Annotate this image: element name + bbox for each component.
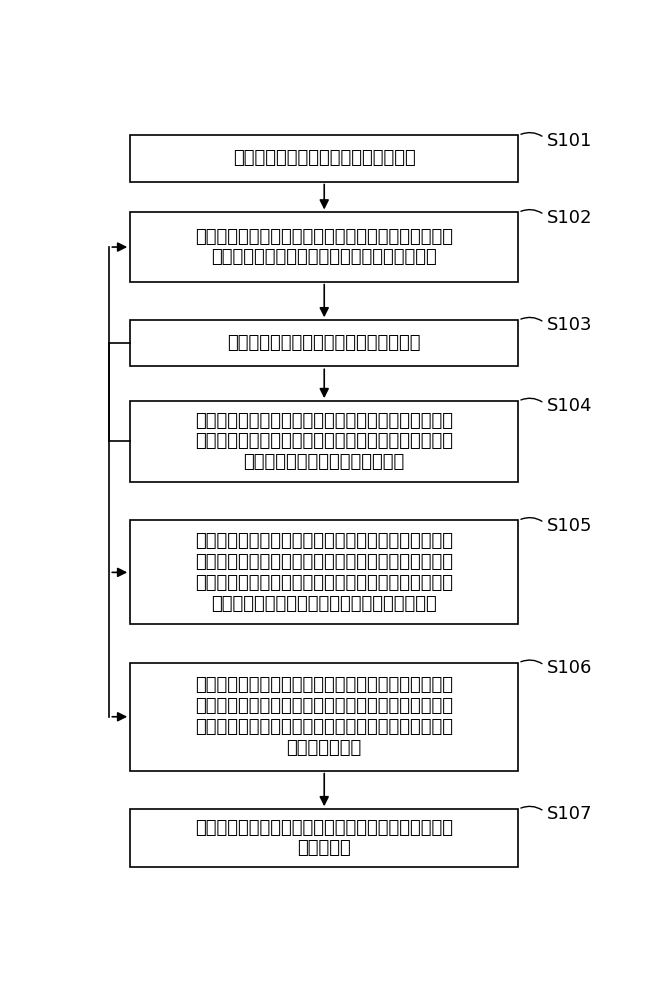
Text: S102: S102 [547,209,593,227]
Text: 确定与所述用户具有最小关联度的第一客户数目: 确定与所述用户具有最小关联度的第一客户数目 [211,248,437,266]
Text: 对当前获取得到的各项所述客户数据进行分析处理，以: 对当前获取得到的各项所述客户数据进行分析处理，以 [195,228,453,246]
Text: 若所述第一客户数目超过所述最大客户数目，且所述最: 若所述第一客户数目超过所述最大客户数目，且所述最 [195,412,453,430]
Text: 关联度的各个客户的所述客户数据: 关联度的各个客户的所述客户数据 [244,453,405,471]
Text: S101: S101 [547,132,593,150]
Text: S106: S106 [547,659,593,677]
Text: 节点来表示与所述用户具有关联关系的一个客户: 节点来表示与所述用户具有关联关系的一个客户 [211,595,437,613]
Text: 网络关系图: 网络关系图 [297,839,351,857]
FancyBboxPatch shape [130,520,518,624]
Text: S107: S107 [547,805,593,823]
Text: 获取所述最小关联度对应的最大客户数目: 获取所述最小关联度对应的最大客户数目 [228,334,421,352]
FancyBboxPatch shape [130,212,518,282]
FancyBboxPatch shape [130,320,518,366]
FancyBboxPatch shape [130,135,518,182]
Text: 小关联度小于预设值，则删除与所述用户具有所述最小: 小关联度小于预设值，则删除与所述用户具有所述最小 [195,432,453,450]
Text: S103: S103 [547,316,593,334]
Text: 数据中，选取不超过所述最大客户数目的多个所述客户: 数据中，选取不超过所述最大客户数目的多个所述客户 [195,718,453,736]
Text: 当前获取得到的所述客户数据，渲染所述用户对应的客: 当前获取得到的所述客户数据，渲染所述用户对应的客 [195,553,453,571]
FancyBboxPatch shape [130,663,518,771]
Text: S105: S105 [547,517,593,535]
Text: 户网络关系图；其中，以所述客户网络关系图中的每一: 户网络关系图；其中，以所述客户网络关系图中的每一 [195,574,453,592]
Text: 若所述第一客户数目超过所述最大客户数目，且所述最: 若所述第一客户数目超过所述最大客户数目，且所述最 [195,676,453,694]
Text: 的所述客户数据: 的所述客户数据 [287,739,362,757]
FancyBboxPatch shape [130,809,518,867]
FancyBboxPatch shape [130,401,518,482]
Text: 若所述第一客户数目未超过所述最大客户数目，则根据: 若所述第一客户数目未超过所述最大客户数目，则根据 [195,532,453,550]
Text: 小关联度与所述预设值相同，则从当前的各项所述客户: 小关联度与所述预设值相同，则从当前的各项所述客户 [195,697,453,715]
Text: 获取与预先确定的用户相关的客户数据: 获取与预先确定的用户相关的客户数据 [233,149,415,167]
Text: S104: S104 [547,397,593,415]
Text: 基于选取出的所述客户数据，渲染所述用户对应的客户: 基于选取出的所述客户数据，渲染所述用户对应的客户 [195,819,453,837]
